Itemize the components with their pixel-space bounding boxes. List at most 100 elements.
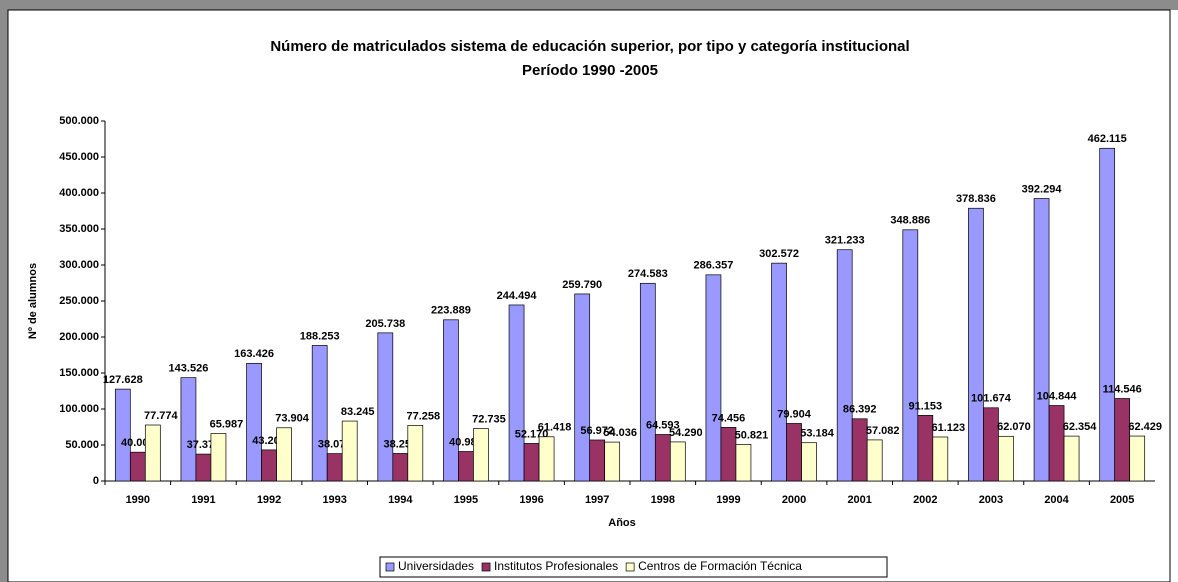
x-tick-label: 1991 <box>191 494 215 506</box>
x-tick-label: 1998 <box>651 494 675 506</box>
data-label: 62.354 <box>1063 421 1098 433</box>
frame-left <box>0 0 8 582</box>
data-label: 73.904 <box>275 413 310 425</box>
bar <box>443 319 459 482</box>
x-tick-label: 1999 <box>716 494 740 506</box>
data-label: 83.245 <box>341 406 375 418</box>
bar <box>180 377 197 482</box>
data-label: 127.628 <box>103 374 143 386</box>
y-tick-label: 250.000 <box>59 295 99 307</box>
data-label: 62.070 <box>997 421 1031 433</box>
y-axis-label: Nº de alumnos <box>27 263 39 339</box>
data-label: 188.253 <box>300 330 340 342</box>
x-tick-label: 1993 <box>322 494 346 506</box>
bar <box>276 427 292 482</box>
bar <box>114 388 131 482</box>
data-label: 244.494 <box>497 290 538 302</box>
data-label: 378.836 <box>956 193 996 205</box>
legend-swatch <box>385 562 395 572</box>
data-label: 61.418 <box>538 422 572 434</box>
data-label: 62.429 <box>1128 421 1162 433</box>
bar <box>144 424 161 482</box>
data-label: 302.572 <box>759 248 799 260</box>
bar <box>836 249 853 482</box>
bar <box>210 433 227 482</box>
bar <box>129 451 146 482</box>
data-label: 101.674 <box>971 393 1012 405</box>
y-tick-label: 450.000 <box>59 151 99 163</box>
bar <box>261 449 277 482</box>
x-tick-label: 1997 <box>585 494 609 506</box>
bar <box>473 428 489 482</box>
x-tick-label: 2004 <box>1044 494 1069 506</box>
x-tick-label: 2000 <box>782 494 806 506</box>
y-tick-label: 350.000 <box>59 223 99 235</box>
x-tick-label: 1990 <box>126 494 150 506</box>
bar <box>392 453 409 482</box>
data-label: 77.774 <box>144 410 179 422</box>
y-tick-label: 100.000 <box>59 403 99 415</box>
bar <box>195 453 212 482</box>
data-label: 114.546 <box>1103 383 1142 395</box>
y-tick-label: 300.000 <box>59 259 99 271</box>
bar <box>604 441 621 482</box>
bar <box>639 282 656 482</box>
frame-top <box>0 0 1178 10</box>
bar <box>246 362 262 482</box>
legend-swatch <box>625 562 635 572</box>
bar <box>407 425 424 482</box>
bar <box>735 444 752 482</box>
bar <box>669 441 686 482</box>
data-label: 86.392 <box>843 404 877 416</box>
y-tick-label: 200.000 <box>59 331 99 343</box>
data-label: 392.294 <box>1022 183 1063 195</box>
data-label: 57.082 <box>866 425 900 437</box>
bar <box>1048 405 1065 482</box>
bar <box>771 262 787 482</box>
x-tick-label: 2003 <box>979 494 1003 506</box>
x-tick-label: 1995 <box>454 494 478 506</box>
x-tick-label: 1992 <box>257 494 281 506</box>
data-label: 143.526 <box>169 363 209 375</box>
legend-text: Centros de Formación Técnica <box>638 559 802 573</box>
data-label: 259.790 <box>562 279 602 291</box>
data-label: 54.290 <box>669 427 703 439</box>
data-label: 61.123 <box>931 422 965 434</box>
bar <box>801 442 817 482</box>
data-label: 50.821 <box>735 429 769 441</box>
bar <box>705 274 722 482</box>
legend-text: Universidades <box>398 559 474 573</box>
bar <box>311 345 328 482</box>
bar <box>1114 398 1131 482</box>
data-label: 348.886 <box>890 215 930 227</box>
data-label: 79.904 <box>777 408 812 420</box>
bar <box>1129 435 1146 482</box>
x-tick-label: 2005 <box>1110 494 1134 506</box>
y-tick-label: 500.000 <box>59 115 99 127</box>
bar <box>998 435 1014 482</box>
bar <box>458 451 474 482</box>
bar <box>968 207 984 482</box>
chart-subtitle: Período 1990 -2005 <box>522 62 658 79</box>
data-label: 104.844 <box>1037 390 1078 402</box>
x-tick-label: 2001 <box>847 494 871 506</box>
data-label: 77.258 <box>406 410 440 422</box>
y-tick-label: 0 <box>93 475 99 487</box>
bar <box>866 439 883 482</box>
bar <box>341 420 358 482</box>
data-label: 321.233 <box>825 235 865 247</box>
bar <box>377 332 394 482</box>
data-label: 163.426 <box>234 348 274 360</box>
bar <box>654 434 671 482</box>
bar <box>1033 198 1050 482</box>
data-label: 91.153 <box>908 400 942 412</box>
bar <box>538 436 555 482</box>
legend-text: Institutos Profesionales <box>494 559 618 573</box>
x-tick-label: 1996 <box>519 494 543 506</box>
bar <box>589 439 606 482</box>
x-tick-label: 1994 <box>388 494 413 506</box>
data-label: 65.987 <box>210 418 244 430</box>
bar <box>523 443 540 482</box>
bar <box>932 436 949 482</box>
